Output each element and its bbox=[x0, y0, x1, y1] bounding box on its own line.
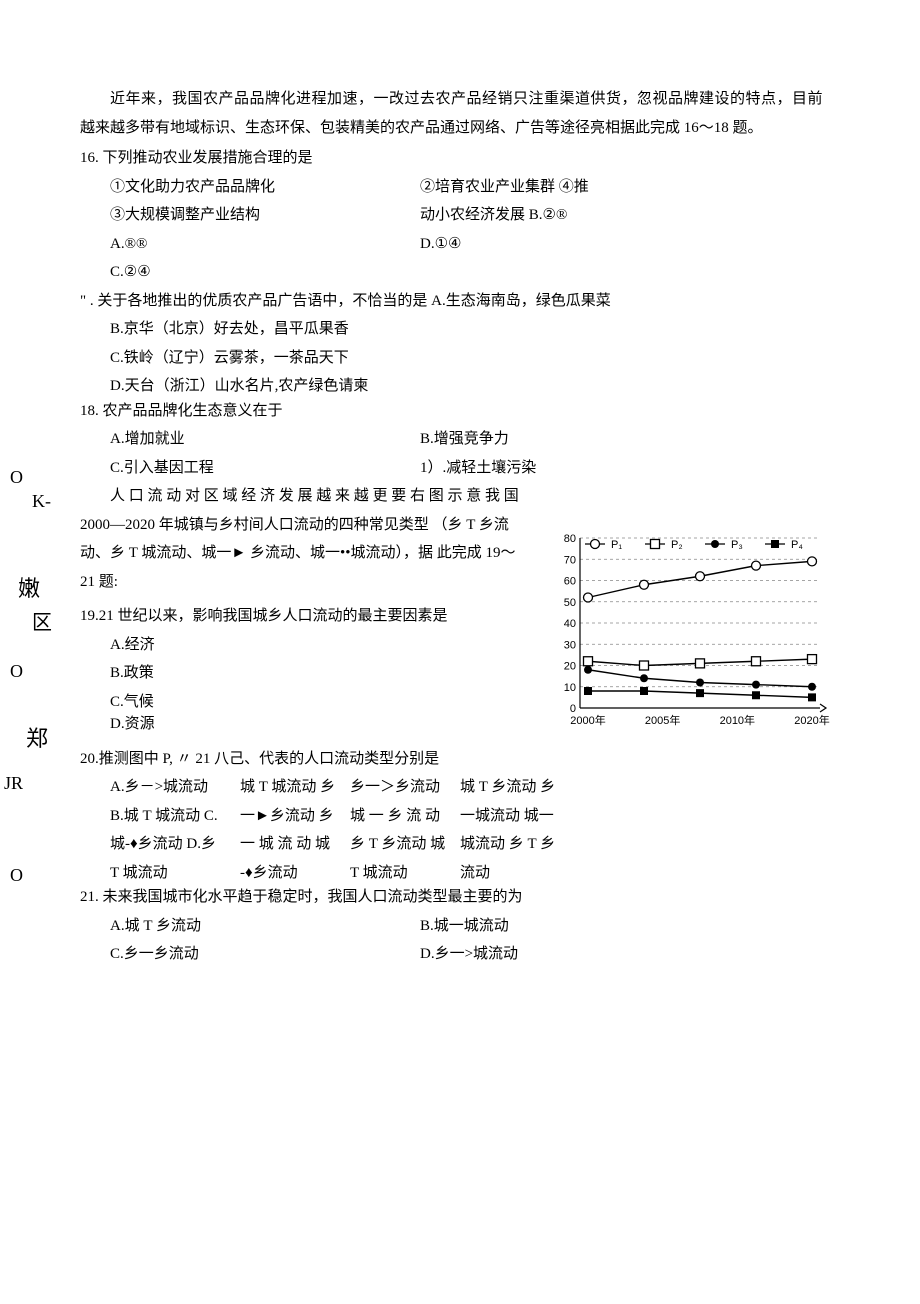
q18-optA: A.增加就业 bbox=[80, 425, 420, 454]
svg-text:2020年: 2020年 bbox=[794, 713, 829, 727]
svg-text:60: 60 bbox=[564, 576, 576, 588]
svg-text:P₂: P₂ bbox=[671, 539, 683, 551]
q16-item3: ③大规模调整产业结构 bbox=[80, 201, 420, 230]
q20-r1c3: 一城流动 城一 bbox=[460, 802, 570, 831]
q17-optB: B.京华（北京）好去处，昌平瓜果香 bbox=[80, 315, 840, 344]
q21-optA: A.城 T 乡流动 bbox=[80, 912, 420, 941]
svg-text:P₃: P₃ bbox=[731, 539, 743, 551]
passage2-p1: 人 口 流 动 对 区 域 经 济 发 展 越 来 越 更 要 右 图 示 意 … bbox=[80, 482, 540, 511]
margin-m2: K- bbox=[32, 484, 51, 518]
q20-options: A.乡－>城流动城 T 城流动 乡乡一＞乡流动城 T 乡流动 乡 B.城 T 城… bbox=[80, 773, 840, 887]
intro-p2: 越来越多带有地域标识、生态环保、包装精美的农产品通过网络、广告等途径亮相据此完成… bbox=[80, 114, 840, 143]
svg-text:40: 40 bbox=[564, 618, 576, 630]
margin-m1: O bbox=[10, 460, 23, 494]
svg-text:2000年: 2000年 bbox=[570, 713, 605, 727]
q20-r2c2: 乡 T 乡流动 城 bbox=[350, 830, 460, 859]
svg-text:P₁: P₁ bbox=[611, 539, 622, 551]
q18-optD: 1）.减轻土壤污染 bbox=[420, 454, 840, 483]
svg-text:80: 80 bbox=[564, 533, 576, 545]
intro-text: 近年来，我国农产品品牌化进程加速，一改过去农产品经销只注重渠道供货，忽视品牌建设… bbox=[80, 85, 840, 114]
q20-r0c0: A.乡－>城流动 bbox=[110, 773, 240, 802]
svg-text:70: 70 bbox=[564, 554, 576, 566]
page-content: 近年来，我国农产品品牌化进程加速，一改过去农产品经销只注重渠道供货，忽视品牌建设… bbox=[80, 85, 840, 969]
svg-text:50: 50 bbox=[564, 597, 576, 609]
q21-optC: C.乡一乡流动 bbox=[80, 940, 420, 969]
passage2-p2: 2000—2020 年城镇与乡村间人口流动的四种常见类型 （乡 T 乡流 bbox=[80, 511, 540, 540]
q20-r1c2: 城 一 乡 流 动 bbox=[350, 802, 460, 831]
passage2-p4: 21 题: bbox=[80, 568, 540, 597]
svg-text:P₄: P₄ bbox=[791, 539, 803, 551]
margin-m7: JR bbox=[4, 766, 23, 800]
svg-text:2005年: 2005年 bbox=[645, 713, 680, 727]
passage2: 人 口 流 动 对 区 域 经 济 发 展 越 来 越 更 要 右 图 示 意 … bbox=[80, 482, 540, 739]
svg-text:20: 20 bbox=[564, 661, 576, 673]
q19-optD: D.资源 bbox=[80, 710, 540, 739]
q20-r0c3: 城 T 乡流动 乡 bbox=[460, 773, 570, 802]
svg-text:10: 10 bbox=[564, 682, 576, 694]
margin-m4: 区 bbox=[32, 604, 52, 642]
svg-text:0: 0 bbox=[570, 703, 576, 715]
q20-r0c1: 城 T 城流动 乡 bbox=[240, 773, 350, 802]
q20-r2c0: 城-♦乡流动 D.乡 bbox=[110, 830, 240, 859]
q17-optC: C.铁岭（辽宁）云雾茶，一茶品天下 bbox=[80, 344, 840, 373]
q21-stem: 21. 未来我国城市化水平趋于稳定时，我国人口流动类型最主要的为 bbox=[80, 883, 840, 912]
svg-text:2010年: 2010年 bbox=[720, 713, 755, 727]
q16-optC: C.②④ bbox=[80, 258, 420, 287]
q16-item4: 动小农经济发展 B.②® bbox=[420, 201, 840, 230]
q20-r2c1: 一 城 流 动 城 bbox=[240, 830, 350, 859]
q19-optA: A.经济 bbox=[80, 631, 540, 660]
svg-text:30: 30 bbox=[564, 639, 576, 651]
margin-m5: O bbox=[10, 654, 23, 688]
q21-optD: D.乡一>城流动 bbox=[420, 940, 840, 969]
population-flow-chart: 0 10 20 30 40 50 60 70 80 2000年 2005年 2010年 2020年 P₁ P… bbox=[550, 530, 850, 750]
q16-optA: A.®® bbox=[80, 230, 420, 259]
q20-r0c2: 乡一＞乡流动 bbox=[350, 773, 460, 802]
q18-optB: B.增强竞争力 bbox=[420, 425, 840, 454]
margin-m8: O bbox=[10, 858, 23, 892]
q16-optD: D.①④ bbox=[420, 230, 840, 259]
q21-optB: B.城一城流动 bbox=[420, 912, 840, 941]
q16-stem: 16. 下列推动农业发展措施合理的是 bbox=[80, 144, 840, 173]
q19-stem: 19.21 世纪以来，影响我国城乡人口流动的最主要因素是 bbox=[80, 602, 540, 631]
intro-p1: 近年来，我国农产品品牌化进程加速，一改过去农产品经销只注重渠道供货，忽视品牌建设… bbox=[110, 91, 823, 107]
q19-optB: B.政策 bbox=[80, 659, 540, 688]
margin-m6: 郑 bbox=[26, 718, 48, 760]
q16-item2: ②培育农业产业集群 ④推 bbox=[420, 173, 840, 202]
q16-item1: ①文化助力农产品品牌化 bbox=[80, 173, 420, 202]
q18-stem: 18. 农产品品牌化生态意义在于 bbox=[80, 397, 840, 426]
q18-optC: C.引入基因工程 bbox=[80, 454, 420, 483]
q20-r1c0: B.城 T 城流动 C. bbox=[110, 802, 240, 831]
q20-r2c3: 城流动 乡 T 乡 bbox=[460, 830, 570, 859]
q17-stem: " . 关于各地推出的优质农产品广告语中，不恰当的是 A.生态海南岛，绿色瓜果菜 bbox=[80, 287, 840, 316]
passage2-p3: 动、乡 T 城流动、城一► 乡流动、城一••城流动），据 此完成 19〜 bbox=[80, 539, 540, 568]
q20-r1c1: 一►乡流动 乡 bbox=[240, 802, 350, 831]
